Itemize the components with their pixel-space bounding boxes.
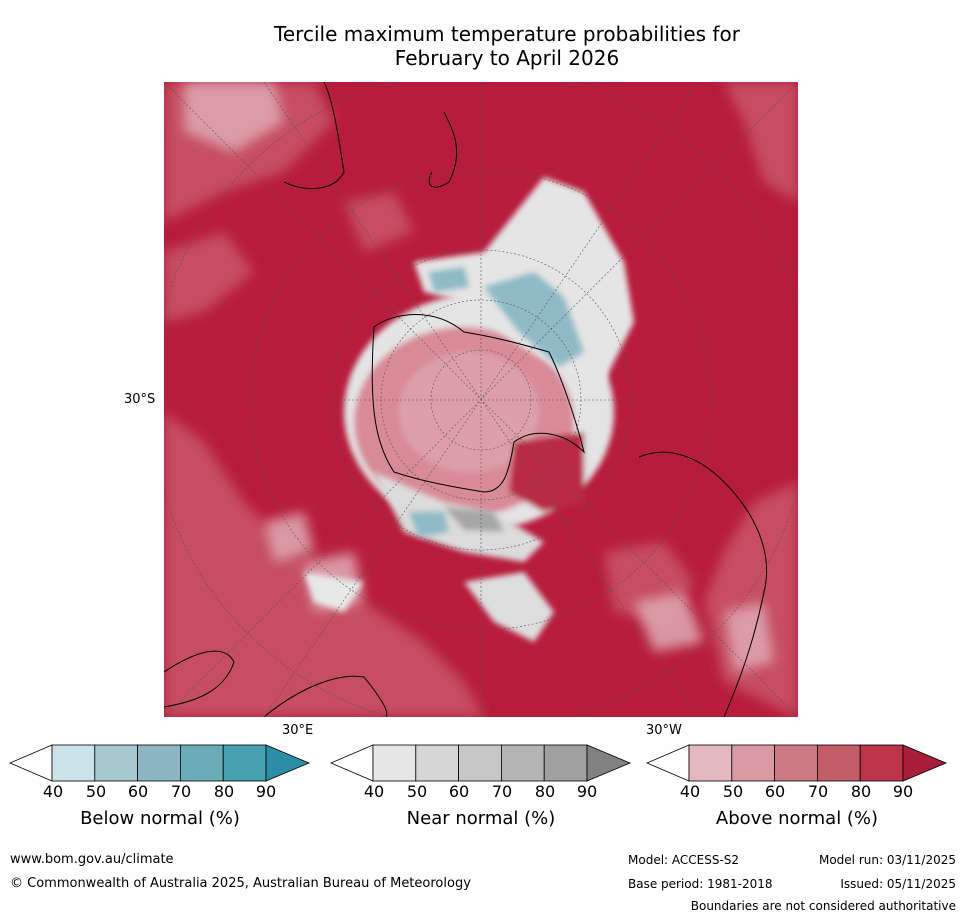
longitude-label-east: 30°E [282,723,314,738]
colorbar-segment [372,744,417,782]
colorbar-segment [51,744,96,782]
tick-label: 40 [42,782,64,801]
tick-label: 60 [127,782,149,801]
colorbar-below-label: Below normal (%) [80,808,240,829]
colorbar-segment [688,744,733,782]
model-run-text: Model run: 03/11/2025 [818,853,956,867]
colorbar-above-label: Above normal (%) [715,808,879,829]
colorbar-extend-low [330,744,374,782]
tick-label: 80 [850,782,872,801]
tick-label: 80 [534,782,556,801]
tick-label: 80 [213,782,235,801]
tick-label: 50 [722,782,744,801]
colorbar-segment [774,744,818,782]
colorbar-below-normal [9,744,311,782]
colorbar-segment [500,744,545,782]
tick-label: 70 [491,782,513,801]
map-title: Tercile maximum temperature probabilitie… [160,22,854,70]
tick-label: 40 [363,782,385,801]
title-line-1: Tercile maximum temperature probabilitie… [274,22,740,46]
probability-map [164,82,798,717]
colorbar-extend-low [9,744,53,782]
colorbar-extend-high [586,744,632,782]
copyright-text: © Commonwealth of Australia 2025, Austra… [10,876,471,891]
above-normal-light-patches [184,82,774,672]
colorbar-extend-high [902,744,948,782]
title-line-2: February to April 2026 [394,46,620,70]
colorbar-extend-high [265,744,311,782]
colorbar-segment [543,744,588,782]
tick-label: 90 [576,782,598,801]
latitude-label: 30°S [124,392,156,407]
tick-label: 70 [170,782,192,801]
website-link[interactable]: www.bom.gov.au/climate [10,852,174,867]
colorbar-above-normal [646,744,948,782]
colorbar-segment [222,744,267,782]
colorbar-segment [94,744,139,782]
tick-label: 70 [807,782,829,801]
tick-label: 50 [406,782,428,801]
colorbar-segment [731,744,776,782]
colorbar-segment [816,744,861,782]
tick-label: 60 [448,782,470,801]
below-normal-regions [409,267,584,537]
tick-label: 60 [764,782,786,801]
disclaimer-text: Boundaries are not considered authoritat… [690,899,956,913]
issued-text: Issued: 05/11/2025 [840,877,956,891]
colorbar-near-normal [330,744,632,782]
base-period-text: Base period: 1981-2018 [628,877,773,891]
model-text: Model: ACCESS-S2 [628,853,740,867]
colorbar-extend-low [646,744,690,782]
colorbar-near-label: Near normal (%) [406,808,556,829]
tick-label: 90 [255,782,277,801]
longitude-label-west: 30°W [646,723,682,738]
tick-label: 50 [85,782,107,801]
colorbar-segment [458,744,502,782]
graticule [164,82,798,717]
colorbar-segment [415,744,460,782]
tick-label: 90 [892,782,914,801]
tick-label: 40 [679,782,701,801]
colorbar-segment [179,744,224,782]
colorbar-segment [137,744,181,782]
colorbar-segment [859,744,904,782]
above-normal-mid-patches [164,82,798,717]
